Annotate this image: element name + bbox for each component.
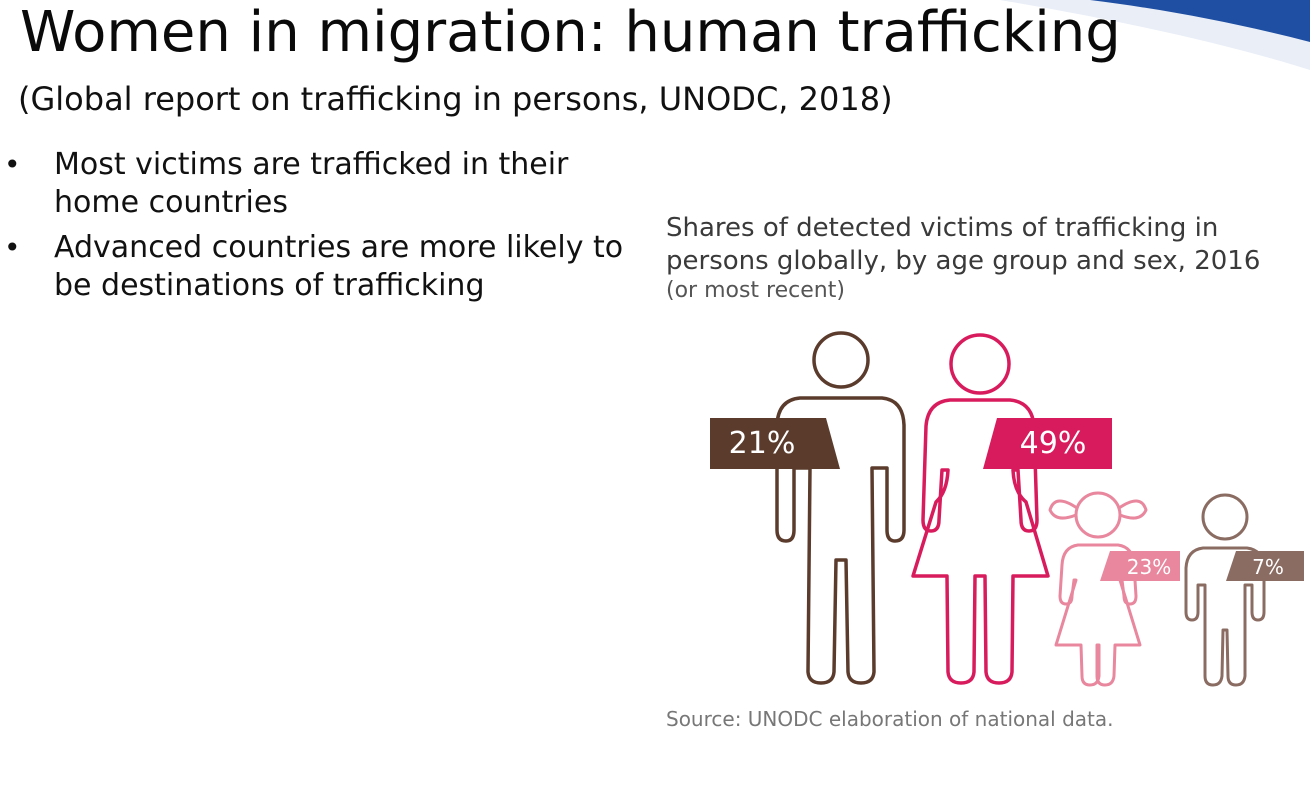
bullet-item: • Most victims are trafficked in their h… [0, 146, 640, 222]
woman-icon [911, 333, 1050, 685]
tag-woman: 49% [983, 418, 1112, 469]
man-icon [775, 331, 906, 685]
girl-pigtail-right [1117, 499, 1148, 520]
bullet-list: • Most victims are trafficked in their h… [0, 146, 640, 312]
man-body [775, 396, 906, 685]
infographic-title: Shares of detected victims of traffickin… [666, 212, 1296, 304]
tag-girl-shape [1100, 551, 1180, 581]
tag-girl-label: 23% [1127, 555, 1171, 579]
tag-man-shape [710, 418, 840, 469]
tag-woman-shape [983, 418, 1112, 469]
boy-body [1184, 546, 1266, 687]
tag-boy-label: 7% [1252, 555, 1284, 579]
tag-man: 21% [710, 418, 840, 469]
tag-girl: 23% [1100, 551, 1180, 581]
bullet-text: Most victims are trafficked in their hom… [54, 147, 569, 220]
infographic-note: (or most recent) [666, 278, 845, 303]
boy-icon [1184, 493, 1266, 687]
slide-title: Women in migration: human trafficking [20, 0, 1121, 65]
bullet-text: Advanced countries are more likely to be… [54, 230, 624, 303]
woman-body [911, 398, 1050, 685]
bullet-marker: • [4, 231, 21, 264]
bullet-item: • Advanced countries are more likely to … [0, 229, 640, 305]
tag-man-label: 21% [729, 426, 796, 461]
tag-boy-shape [1226, 551, 1304, 581]
infographic-title-text: Shares of detected victims of traffickin… [666, 213, 1219, 276]
corner-swoosh-decoration [1000, 0, 1310, 70]
man-head [812, 331, 870, 389]
infographic-year: 2016 [1194, 246, 1261, 276]
tag-boy: 7% [1226, 551, 1304, 581]
tag-woman-label: 49% [1020, 426, 1087, 461]
girl-head [1074, 491, 1122, 539]
boy-head [1201, 493, 1249, 541]
woman-head [949, 333, 1011, 395]
girl-body [1054, 543, 1142, 687]
girl-pigtail-left [1048, 499, 1079, 520]
slide-subtitle: (Global report on trafficking in persons… [18, 80, 893, 118]
girl-icon [1048, 491, 1148, 687]
bullet-marker: • [4, 148, 21, 181]
source-note: Source: UNODC elaboration of national da… [666, 707, 1114, 731]
